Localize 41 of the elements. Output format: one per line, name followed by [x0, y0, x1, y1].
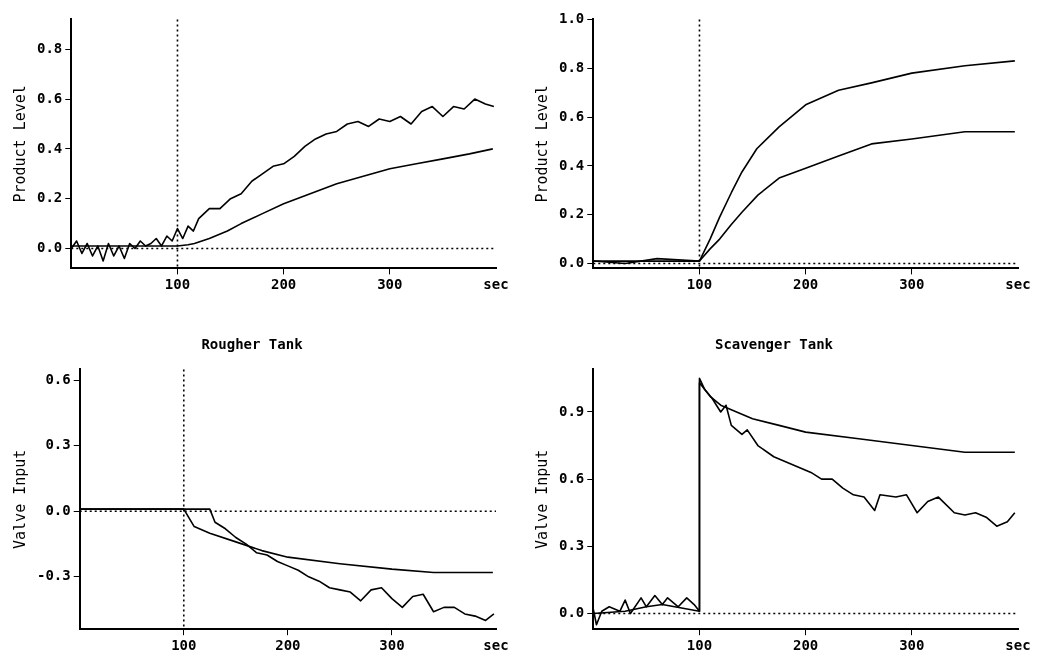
x-tick-label: 300: [899, 276, 925, 293]
y-tick-label: 0.8: [36, 39, 63, 56]
y-tick-label: 0.8: [558, 58, 585, 75]
x-tick-label: 200: [792, 276, 819, 293]
y-tick-label: -0.3: [37, 567, 71, 584]
y-tick-label: 0.2: [558, 205, 585, 222]
x-tick-label: 100: [686, 637, 713, 654]
x-tick-label: 200: [275, 637, 301, 654]
y-tick-label: 0.4: [36, 139, 63, 156]
x-axis-title: sec: [483, 636, 509, 653]
x-tick-label: 200: [792, 637, 819, 654]
y-tick-label: 0.0: [36, 239, 63, 256]
y-axis-title: Valve Input: [10, 449, 29, 549]
y-tick-label: 0.3: [45, 436, 71, 453]
y-tick-label: 0.0: [45, 501, 71, 518]
x-tick-label: 100: [171, 637, 197, 654]
x-tick-label: 300: [379, 637, 405, 654]
x-tick-label: 300: [899, 637, 925, 654]
y-tick-label: 0.4: [558, 156, 585, 173]
y-tick-label: 0.3: [558, 536, 585, 553]
text: Scavenger Tank: [714, 336, 834, 353]
y-tick-label: 0.6: [36, 89, 63, 106]
y-tick-label: 0.6: [558, 469, 585, 486]
x-tick-label: 100: [686, 276, 713, 293]
x-tick-label: 200: [270, 276, 297, 293]
text: Rougher Tank: [201, 336, 304, 353]
y-tick-label: 0.2: [36, 189, 63, 206]
y-tick-label: 0.0: [558, 254, 585, 271]
y-axis-title: Valve Input: [532, 449, 551, 549]
x-tick-label: 300: [377, 276, 403, 293]
x-tick-label: 100: [164, 276, 191, 293]
x-axis-title: sec: [483, 276, 509, 293]
y-axis-title: Product Level: [532, 85, 551, 203]
y-tick-label: 0.6: [558, 107, 585, 124]
x-axis-title: sec: [1005, 276, 1031, 293]
y-tick-label: 0.9: [558, 402, 585, 419]
y-axis-title: Product Level: [10, 85, 29, 203]
y-tick-label: 0.0: [558, 604, 585, 621]
x-axis-title: sec: [1005, 636, 1031, 653]
y-tick-label: 0.6: [45, 370, 71, 387]
y-tick-label: 1.0: [558, 10, 585, 27]
